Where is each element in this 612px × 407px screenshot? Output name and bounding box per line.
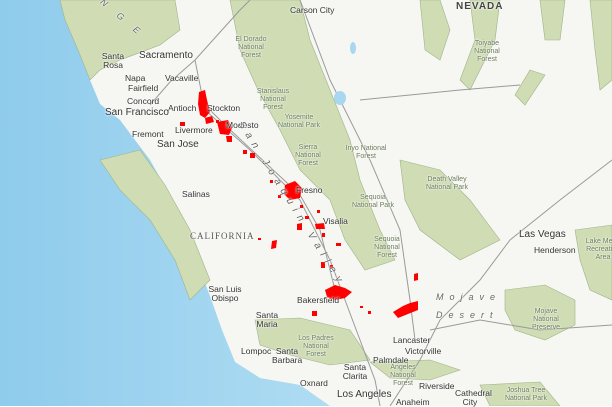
label-victorville: Victorville (405, 346, 442, 356)
label-nevada: NEVADA (456, 1, 504, 12)
label-antioch: Antioch (168, 103, 197, 113)
label-fresno: Fresno (296, 185, 323, 195)
hanford-area (297, 223, 302, 230)
label-joshua-tree-np: Joshua Tree National Park (504, 387, 548, 402)
interstate-40 (429, 319, 612, 331)
label-sierra-nf: Sierra National Forest (295, 144, 321, 167)
toiyabe-forest (419, 0, 501, 91)
fresno-area (284, 181, 302, 200)
label-modesto: Modesto (226, 120, 259, 130)
label-napa: Napa (125, 73, 146, 83)
label-livermore: Livermore (175, 125, 213, 135)
label-santa-barbara: Santa Barbara (272, 346, 303, 365)
label-henderson: Henderson (534, 245, 576, 255)
label-lake-mead: Lake Mead Recreation Area (585, 238, 612, 261)
label-fairfield: Fairfield (128, 83, 159, 93)
label-los-angeles: Los Angeles (337, 389, 392, 400)
east-nevada-ranges (514, 0, 612, 106)
forest-areas (59, 0, 612, 406)
label-anaheim: Anaheim (396, 397, 430, 407)
label-salinas: Salinas (182, 189, 210, 199)
label-inyo-nf: Inyo National Forest (345, 145, 387, 160)
label-concord: Concord (127, 96, 160, 106)
label-palmdale: Palmdale (373, 355, 409, 365)
label-mojave-np: Mojave National Preserve (531, 308, 560, 331)
coast-range-forest (59, 0, 181, 81)
highlighted-areas (180, 90, 418, 318)
label-stockton: Stockton (207, 103, 241, 113)
label-san-francisco: San Francisco (105, 107, 169, 118)
turlock-area (226, 136, 232, 142)
label-sequoia-nf: Sequoia National Forest (374, 236, 400, 259)
label-death-valley-np: Death Valley National Park (425, 176, 469, 191)
label-fremont: Fremont (132, 129, 164, 139)
bakersfield-area (325, 285, 352, 300)
label-riverside: Riverside (419, 381, 455, 391)
label-angeles-nf: Angeles National Forest (390, 364, 416, 387)
mojave-site (393, 301, 418, 318)
label-san-jose: San Jose (157, 139, 199, 150)
mojave-site-north (414, 273, 418, 281)
label-mojave-desert: Mojave Desert (436, 292, 502, 320)
label-lancaster: Lancaster (393, 335, 431, 345)
death-valley-park (399, 159, 501, 261)
label-california: CALIFORNIA (190, 231, 255, 241)
label-bakersfield: Bakersfield (297, 295, 340, 305)
label-yosemite-np: Yosemite National Park (277, 114, 321, 129)
delano-area (321, 262, 325, 268)
label-el-dorado-nf: El Dorado National Forest (235, 36, 267, 59)
label-lompoc: Lompoc (241, 346, 272, 356)
lakes (334, 42, 356, 105)
lake-mead-area (574, 224, 612, 301)
interstate-80 (149, 0, 251, 106)
label-carson-city: Carson City (290, 5, 335, 15)
label-sacramento: Sacramento (139, 50, 193, 61)
manteca-area (205, 116, 214, 124)
label-oxnard: Oxnard (300, 378, 328, 388)
lemoore-area (271, 240, 277, 249)
label-santa-maria: Santa Maria (255, 310, 279, 329)
joshua-tree (479, 381, 561, 406)
label-toiyabe-nf: Toiyabe National Forest (474, 40, 500, 63)
label-stanislaus-nf: Stanislaus National Forest (256, 88, 290, 111)
stockton-area (198, 90, 210, 118)
sierra-nevada-forest (229, 0, 396, 271)
label-las-vegas: Las Vegas (519, 229, 566, 240)
coastal-hills (99, 149, 211, 301)
label-vacaville: Vacaville (165, 73, 199, 83)
interstate-15 (389, 159, 612, 406)
label-santa-clarita: Santa Clarita (342, 362, 368, 381)
label-los-padres-nf: Los Padres National Forest (298, 335, 334, 358)
modesto-area (217, 120, 232, 135)
label-santa-rosa: Santa Rosa (101, 51, 125, 70)
scattered-areas (180, 120, 371, 316)
label-sequoia-np: Sequoia National Park (351, 194, 395, 209)
label-san-luis-obispo: San Luis Obispo (208, 284, 242, 303)
mojave-preserve (504, 284, 576, 341)
label-visalia: Visalia (323, 216, 348, 226)
los-padres-forest (254, 317, 371, 366)
nevada-route (359, 84, 521, 101)
label-cathedral-city: Cathedral City (455, 388, 492, 407)
visalia-area (315, 223, 325, 229)
